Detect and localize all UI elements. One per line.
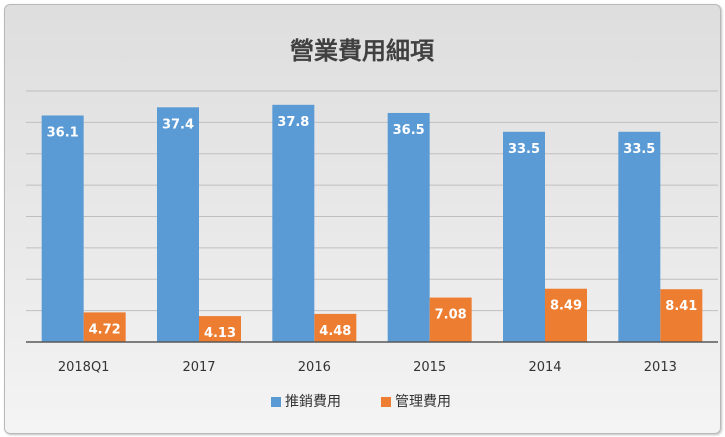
gridlines [26,90,718,312]
x-tick-label: 2013 [644,360,677,375]
bar-selling [157,107,199,342]
data-label: 37.4 [162,117,194,132]
data-label: 36.1 [47,125,79,140]
data-label: 4.72 [89,322,121,337]
x-tick-label: 2016 [298,360,331,375]
chart-frame: 營業費用細項 36.1 4.72 37.4 4.13 37.8 4.48 36.5 7.08 3… [4,4,721,434]
data-label: 33.5 [508,142,540,157]
legend-label: 推銷費用 [285,394,341,410]
legend-swatch [381,397,391,407]
x-tick-label: 2015 [413,360,446,375]
bar-admin [83,312,126,342]
bar-admin [429,297,472,342]
legend-swatch [271,397,281,407]
data-label: 8.49 [550,299,582,314]
data-label: 4.13 [204,326,236,341]
data-label: 33.5 [623,142,655,157]
bar-admin [660,289,703,342]
bar-selling [387,112,430,343]
data-label: 4.48 [319,324,351,339]
bar-admin [199,316,241,342]
bar-chart: 營業費用細項 36.14.7237.44.1337.84.4836.57.083… [26,37,718,410]
bar-selling [272,104,315,343]
x-tick-label: 2017 [182,360,215,375]
bars [41,104,703,343]
data-label: 7.08 [435,308,467,323]
data-label: 37.8 [277,115,309,130]
bar-admin [545,288,587,342]
x-tick-label: 2018Q1 [58,360,110,375]
x-axis-ticks: 2018Q1 2017 2016 2015 2014 2013 [58,360,677,375]
x-tick-label: 2014 [528,360,561,375]
chart-title: 營業費用細項 [290,37,435,65]
bar-admin [314,313,357,342]
data-label: 8.41 [665,299,697,314]
legend-label: 管理費用 [395,394,451,410]
bar-selling [41,115,84,342]
data-labels: 36.1 4.72 37.4 4.13 37.8 4.48 36.5 7.08 33.5 8.49… [47,115,698,341]
legend: 推銷費用 管理費用 [271,394,451,410]
data-label: 36.5 [393,123,425,138]
bar-selling [618,131,661,342]
bar-selling [503,131,545,342]
